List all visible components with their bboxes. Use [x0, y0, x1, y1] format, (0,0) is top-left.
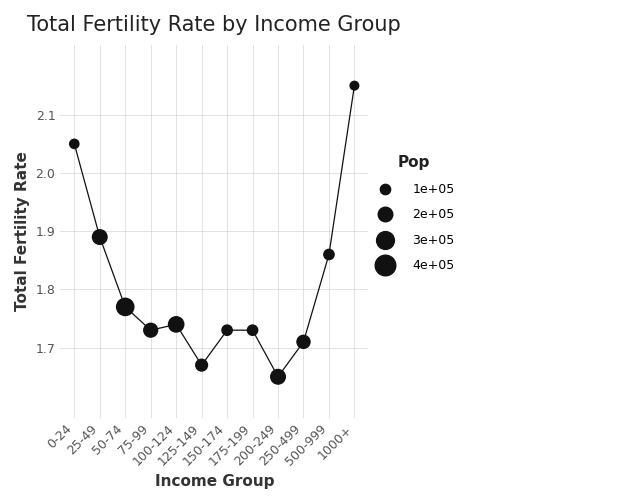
- Point: [120, 303, 130, 311]
- Point: [299, 338, 309, 346]
- Point: [247, 326, 257, 334]
- Point: [69, 140, 80, 148]
- Point: [146, 326, 156, 334]
- Point: [349, 82, 360, 90]
- Title: Total Fertility Rate by Income Group: Total Fertility Rate by Income Group: [28, 15, 401, 35]
- Point: [196, 361, 207, 369]
- Point: [273, 373, 283, 381]
- X-axis label: Income Group: Income Group: [155, 474, 274, 489]
- Y-axis label: Total Fertility Rate: Total Fertility Rate: [15, 151, 30, 311]
- Point: [94, 233, 105, 241]
- Point: [324, 250, 334, 259]
- Legend: 1e+05, 2e+05, 3e+05, 4e+05: 1e+05, 2e+05, 3e+05, 4e+05: [372, 155, 455, 273]
- Point: [171, 321, 181, 329]
- Point: [222, 326, 232, 334]
